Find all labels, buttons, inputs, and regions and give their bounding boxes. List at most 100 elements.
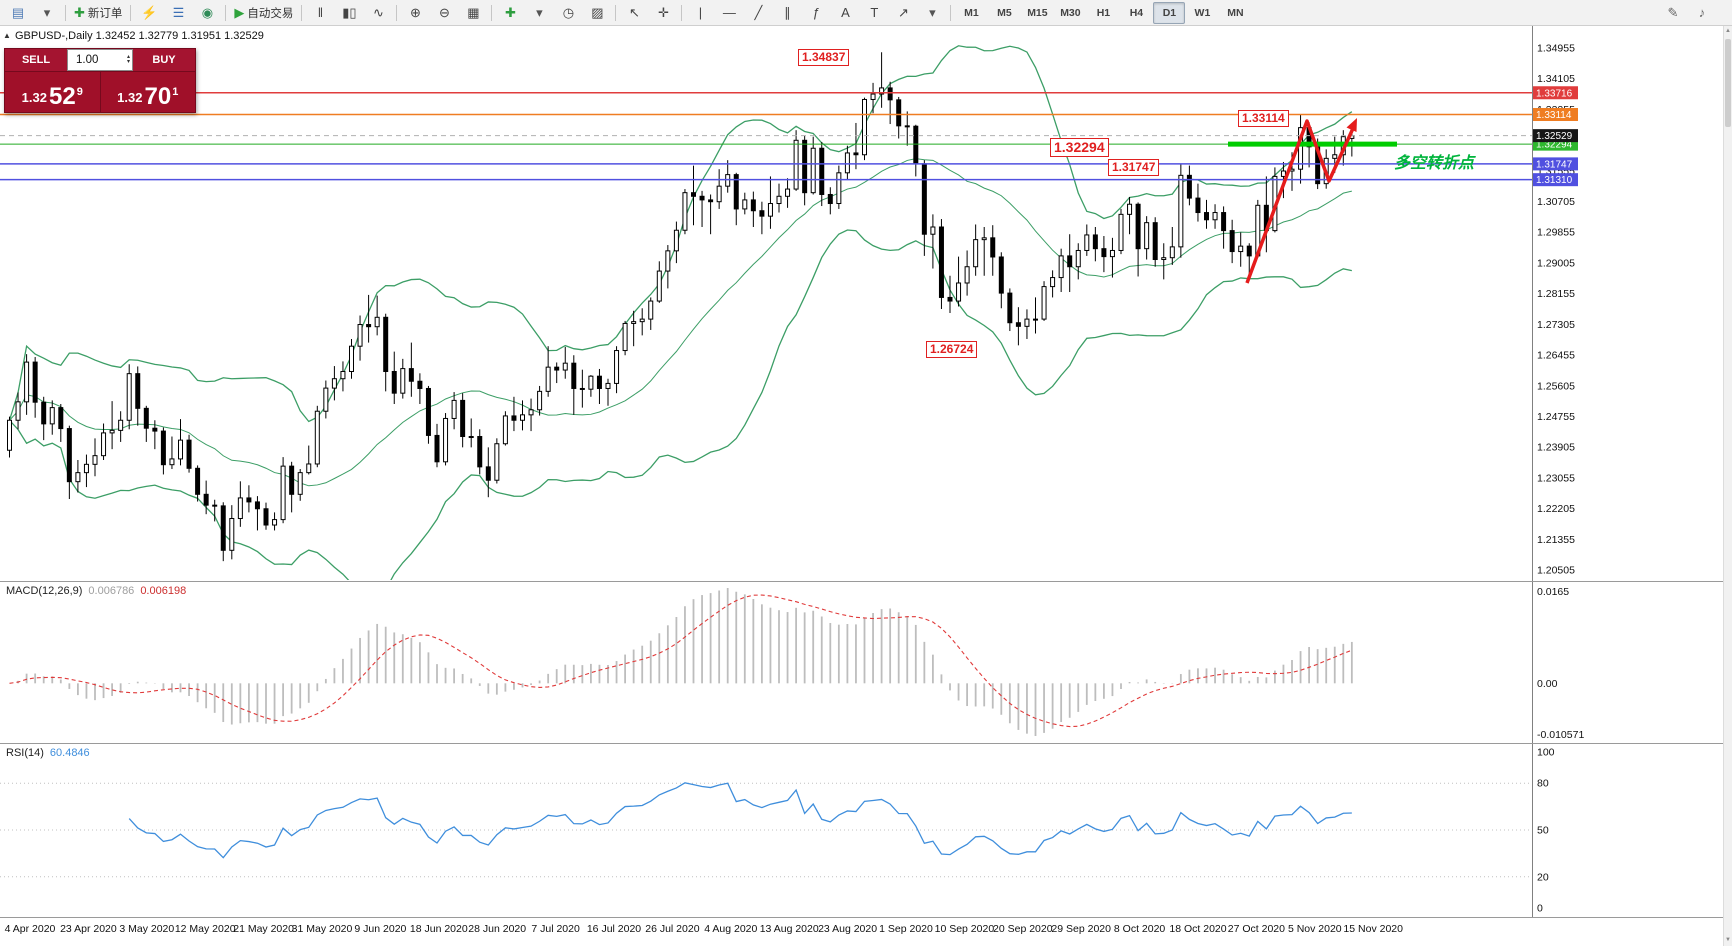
new-chart-dropdown[interactable]: ▾ — [33, 2, 61, 24]
price-label-133114[interactable]: 1.33114 — [1238, 110, 1289, 127]
price-axis[interactable]: 1.349551.341051.332551.324051.315551.307… — [1532, 26, 1579, 918]
tile-windows-icon: ▦ — [467, 5, 480, 20]
label-icon: T — [870, 5, 879, 20]
vertical-scrollbar[interactable]: ▲ ▼ — [1723, 26, 1732, 946]
profiles-icon[interactable]: ⚡ — [135, 2, 163, 24]
timeframe-m5[interactable]: M5 — [988, 2, 1020, 24]
zoom-in-icon: ⊕ — [409, 5, 421, 20]
vertical-line-icon[interactable]: | — [686, 2, 714, 24]
new-order-button-icon: ✚ — [74, 5, 85, 20]
sound-icon[interactable]: ♪ — [1688, 2, 1716, 24]
vertical-line-icon: | — [698, 5, 703, 20]
fibonacci-icon: ƒ — [812, 5, 821, 20]
channel-icon[interactable]: ∥ — [773, 2, 801, 24]
label-icon[interactable]: T — [860, 2, 888, 24]
svg-text:1.33114: 1.33114 — [1536, 110, 1572, 121]
timeframe-d1[interactable]: D1 — [1153, 1, 1186, 24]
svg-text:1.31310: 1.31310 — [1536, 175, 1573, 186]
macd-name: MACD(12,26,9) — [6, 585, 83, 597]
candlestick-type-icon[interactable]: ▮▯ — [335, 2, 363, 24]
date-label: 16 Jul 2020 — [587, 923, 641, 935]
buy-button[interactable]: BUY — [133, 49, 195, 71]
fibonacci-icon[interactable]: ƒ — [802, 2, 830, 24]
market-watch-icon: ☰ — [172, 5, 185, 20]
toolbar-separator — [301, 4, 303, 21]
macd-label: MACD(12,26,9) 0.006786 0.006198 — [6, 585, 186, 597]
new-order-button[interactable]: ✚ 新订单 — [70, 2, 126, 24]
lot-up-button[interactable]: ▴ — [126, 54, 130, 60]
timeframe-h4[interactable]: H4 — [1120, 2, 1152, 24]
svg-text:50: 50 — [1537, 825, 1549, 837]
svg-text:-0.010571: -0.010571 — [1537, 729, 1584, 741]
timeframe-m15[interactable]: M15 — [1021, 2, 1053, 24]
cursor-icon: ↖ — [628, 5, 640, 20]
sell-button[interactable]: SELL — [5, 49, 67, 71]
line-chart-type-icon[interactable]: ∿ — [364, 2, 392, 24]
cursor-icon[interactable]: ↖ — [620, 2, 648, 24]
price-tag — [1533, 129, 1578, 143]
sell-price[interactable]: 1.32 52 9 — [5, 72, 100, 112]
horizontal-line-icon: — — [722, 5, 736, 20]
date-label: 15 Nov 2020 — [1343, 923, 1403, 935]
buy-price[interactable]: 1.32 70 1 — [101, 72, 196, 112]
arrows-icon[interactable]: ↗ — [889, 2, 917, 24]
timeframe-mn-label: MN — [1227, 6, 1244, 19]
new-chart-icon[interactable]: ▤ — [4, 2, 32, 24]
date-label: 13 Aug 2020 — [760, 923, 819, 935]
timeframe-m30[interactable]: M30 — [1054, 2, 1086, 24]
date-label: 21 May 2020 — [233, 923, 294, 935]
template-icon: ▨ — [591, 5, 604, 20]
scroll-down-icon[interactable]: ▼ — [1725, 937, 1731, 943]
scroll-thumb[interactable] — [1725, 39, 1731, 127]
price-label-134837[interactable]: 1.34837 — [798, 49, 850, 66]
arrows-icon: ↗ — [897, 5, 909, 20]
svg-text:1.21355: 1.21355 — [1537, 534, 1575, 546]
toolbar-separator — [615, 4, 617, 21]
date-label: 12 May 2020 — [175, 923, 236, 935]
indicators-icon[interactable]: ✚ — [496, 2, 524, 24]
autotrading-button[interactable]: ▶ 自动交易 — [230, 2, 297, 24]
svg-text:0.00: 0.00 — [1537, 678, 1558, 690]
timeframe-m1[interactable]: M1 — [955, 2, 987, 24]
line-chart-type-icon: ∿ — [372, 5, 384, 20]
lot-down-button[interactable]: ▾ — [126, 59, 130, 65]
timeframe-mn[interactable]: MN — [1219, 2, 1251, 24]
one-click-panel-toggle[interactable]: ▲ — [3, 31, 11, 40]
zoom-out-icon[interactable]: ⊖ — [430, 2, 458, 24]
bar-chart-type-icon[interactable]: ‖ — [306, 2, 334, 24]
macd-panel — [9, 588, 1353, 736]
data-window-icon[interactable]: ◉ — [193, 2, 221, 24]
rsi-value: 60.4846 — [49, 747, 90, 759]
pivot-note-text[interactable]: 多空转折点 — [1394, 155, 1475, 172]
timeframe-h1[interactable]: H1 — [1087, 2, 1119, 24]
template-icon[interactable]: ▨ — [583, 2, 611, 24]
timeframe-w1[interactable]: W1 — [1186, 2, 1218, 24]
indicators-dropdown[interactable]: ▾ — [525, 2, 553, 24]
new-chart-icon: ▤ — [11, 5, 25, 20]
tile-windows-icon[interactable]: ▦ — [459, 2, 487, 24]
toolbar-separator — [491, 4, 493, 21]
market-watch-icon[interactable]: ☰ — [164, 2, 192, 24]
trend-zigzag-arrow[interactable] — [1245, 119, 1357, 284]
date-label: 10 Sep 2020 — [935, 923, 995, 935]
pencil-icon[interactable]: ✎ — [1659, 2, 1687, 24]
price-label-131747[interactable]: 1.31747 — [1108, 159, 1160, 176]
price-divider — [99, 72, 101, 112]
trendline-icon: ╱ — [754, 5, 763, 20]
trendline-icon[interactable]: ╱ — [744, 2, 772, 24]
horizontal-lines[interactable] — [0, 92, 1532, 181]
text-icon[interactable]: A — [831, 2, 859, 24]
period-icon[interactable]: ◷ — [554, 2, 582, 24]
scroll-up-icon[interactable]: ▲ — [1725, 28, 1731, 34]
objects-dropdown[interactable]: ▾ — [918, 2, 946, 24]
profiles-icon: ⚡ — [141, 5, 158, 20]
price-label-126724[interactable]: 1.26724 — [926, 341, 978, 358]
price-label-132294[interactable]: 1.32294 — [1050, 138, 1109, 157]
svg-text:1.34955: 1.34955 — [1537, 42, 1575, 54]
zoom-in-icon[interactable]: ⊕ — [401, 2, 429, 24]
lot-size-stepper[interactable]: 1.00 ▴ ▾ — [67, 49, 133, 71]
pencil-icon: ✎ — [1667, 5, 1679, 20]
horizontal-line-icon[interactable]: — — [715, 2, 743, 24]
crosshair-icon[interactable]: ✛ — [649, 2, 677, 24]
